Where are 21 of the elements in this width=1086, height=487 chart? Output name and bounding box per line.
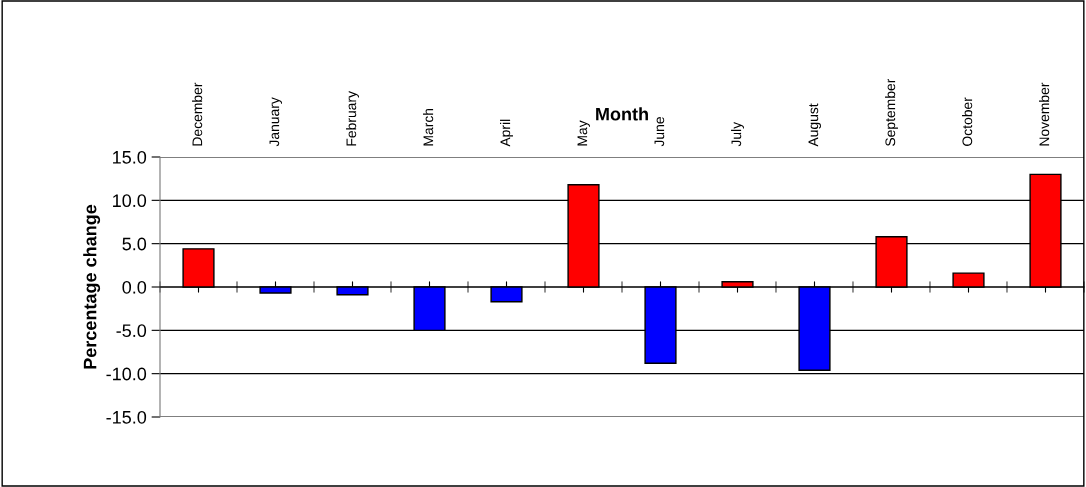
x-tick-label: March: [423, 108, 434, 146]
x-tick-label: January: [269, 97, 282, 147]
y-tick-label: 5.0: [122, 237, 147, 251]
x-tick-label: June: [654, 117, 665, 147]
y-tick-label: 10.0: [113, 194, 147, 208]
y-tick-label: -5.0: [116, 324, 147, 338]
y-tick-label: 0.0: [122, 280, 147, 294]
y-tick-label: -15.0: [106, 410, 147, 424]
x-tick-label: April: [500, 119, 513, 147]
x-tick-label: September: [885, 78, 898, 146]
x-tick-label: November: [1039, 82, 1050, 146]
y-tick-label: 15.0: [113, 150, 147, 164]
x-axis-title: Month: [596, 107, 648, 121]
x-tick-label: December: [192, 82, 203, 146]
x-tick-label: August: [808, 103, 821, 147]
x-tick-label: October: [962, 97, 973, 146]
x-tick-label: May: [577, 120, 590, 146]
x-tick-label: February: [346, 91, 359, 146]
y-axis-title: Percentage change: [83, 204, 101, 369]
x-tick-label: July: [731, 121, 744, 147]
y-tick-label: -10.0: [106, 367, 147, 381]
